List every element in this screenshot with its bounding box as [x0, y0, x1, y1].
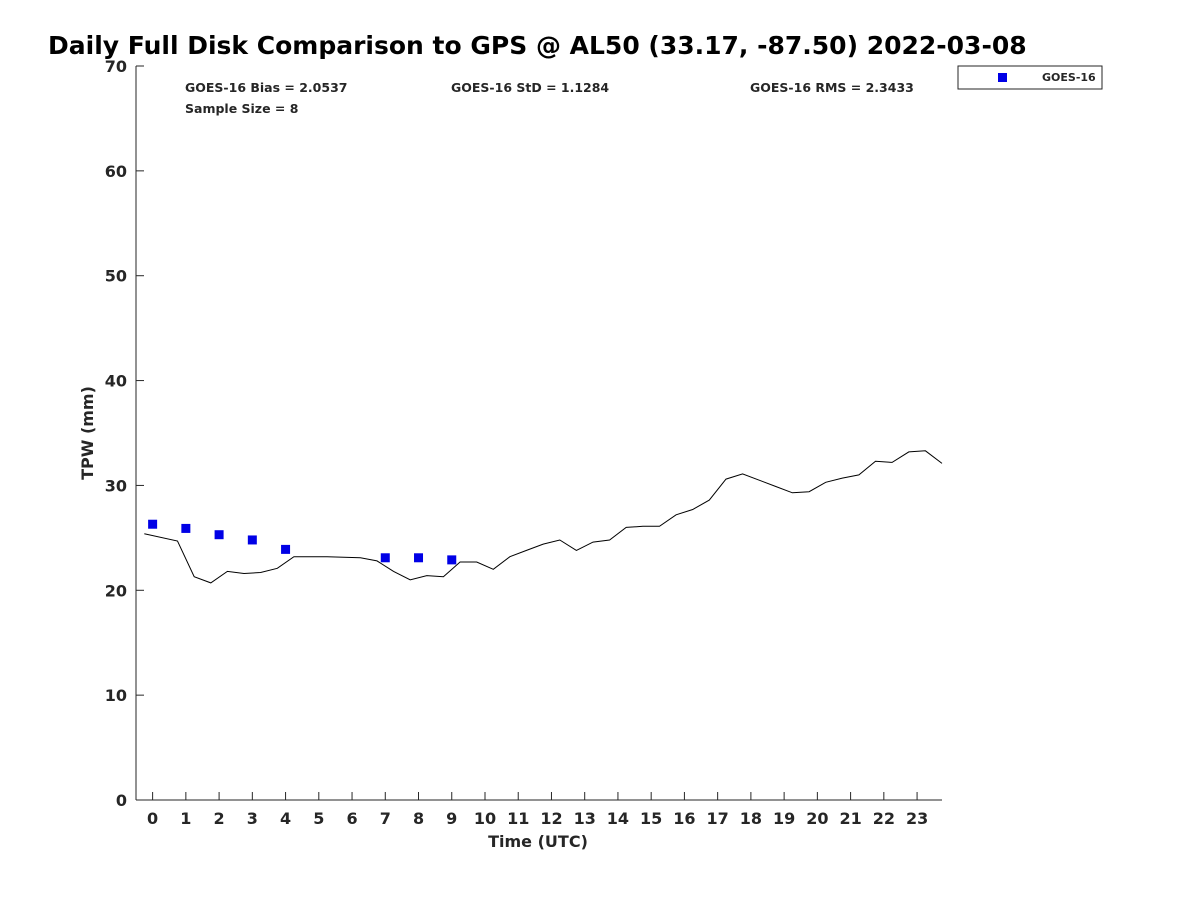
x-tick-label: 20 — [806, 809, 828, 828]
chart-title: Daily Full Disk Comparison to GPS @ AL50… — [48, 31, 1027, 60]
x-tick-label: 5 — [313, 809, 324, 828]
y-tick-label: 40 — [105, 372, 127, 391]
x-tick-label: 16 — [673, 809, 695, 828]
y-tick-label: 70 — [105, 57, 127, 76]
legend-label-goes16: GOES-16 — [1042, 71, 1096, 84]
goes16-point — [447, 555, 457, 565]
rms-stat: GOES-16 RMS = 2.3433 — [750, 80, 914, 95]
legend-box — [957, 65, 1103, 90]
x-axis-label: Time (UTC) — [488, 832, 588, 851]
x-tick-label: 2 — [214, 809, 225, 828]
x-tick-label: 17 — [707, 809, 729, 828]
x-tick-label: 18 — [740, 809, 762, 828]
x-tick-label: 7 — [380, 809, 391, 828]
x-tick-label: 3 — [247, 809, 258, 828]
goes16-point — [281, 544, 291, 554]
x-tick-label: 10 — [474, 809, 496, 828]
x-tick-label: 4 — [280, 809, 291, 828]
x-tick-label: 12 — [540, 809, 562, 828]
std-stat: GOES-16 StD = 1.1284 — [451, 80, 609, 95]
sample-size-stat: Sample Size = 8 — [185, 101, 298, 116]
x-tick-label: 23 — [906, 809, 928, 828]
y-tick-label: 30 — [105, 476, 127, 495]
x-tick-label: 14 — [607, 809, 629, 828]
x-tick-label: 15 — [640, 809, 662, 828]
y-tick-label: 10 — [105, 686, 127, 705]
y-axis-label: TPW (mm) — [78, 386, 97, 480]
y-tick-label: 0 — [116, 791, 127, 810]
legend-marker-goes16 — [998, 73, 1007, 82]
goes16-point — [380, 553, 390, 563]
goes16-point — [214, 530, 224, 540]
x-tick-label: 13 — [574, 809, 596, 828]
goes16-markers — [148, 519, 457, 565]
x-tick-label: 11 — [507, 809, 529, 828]
goes16-point — [181, 523, 191, 533]
x-tick-label: 6 — [346, 809, 357, 828]
x-tick-label: 9 — [446, 809, 457, 828]
line-series — [144, 450, 943, 584]
axes — [135, 66, 942, 801]
goes16-point — [414, 553, 424, 563]
legend: GOES-16 — [957, 65, 1103, 90]
y-tick-label: 60 — [105, 162, 127, 181]
x-tick-label: 0 — [147, 809, 158, 828]
y-tick-label: 20 — [105, 581, 127, 600]
x-tick-label: 19 — [773, 809, 795, 828]
x-tick-label: 8 — [413, 809, 424, 828]
gps-tpw-line — [144, 450, 943, 584]
goes16-point — [148, 519, 158, 529]
bias-stat: GOES-16 Bias = 2.0537 — [185, 80, 347, 95]
y-tick-label: 50 — [105, 267, 127, 286]
x-tick-label: 21 — [839, 809, 861, 828]
goes16-point — [247, 535, 257, 545]
x-tick-label: 1 — [180, 809, 191, 828]
x-tick-label: 22 — [873, 809, 895, 828]
